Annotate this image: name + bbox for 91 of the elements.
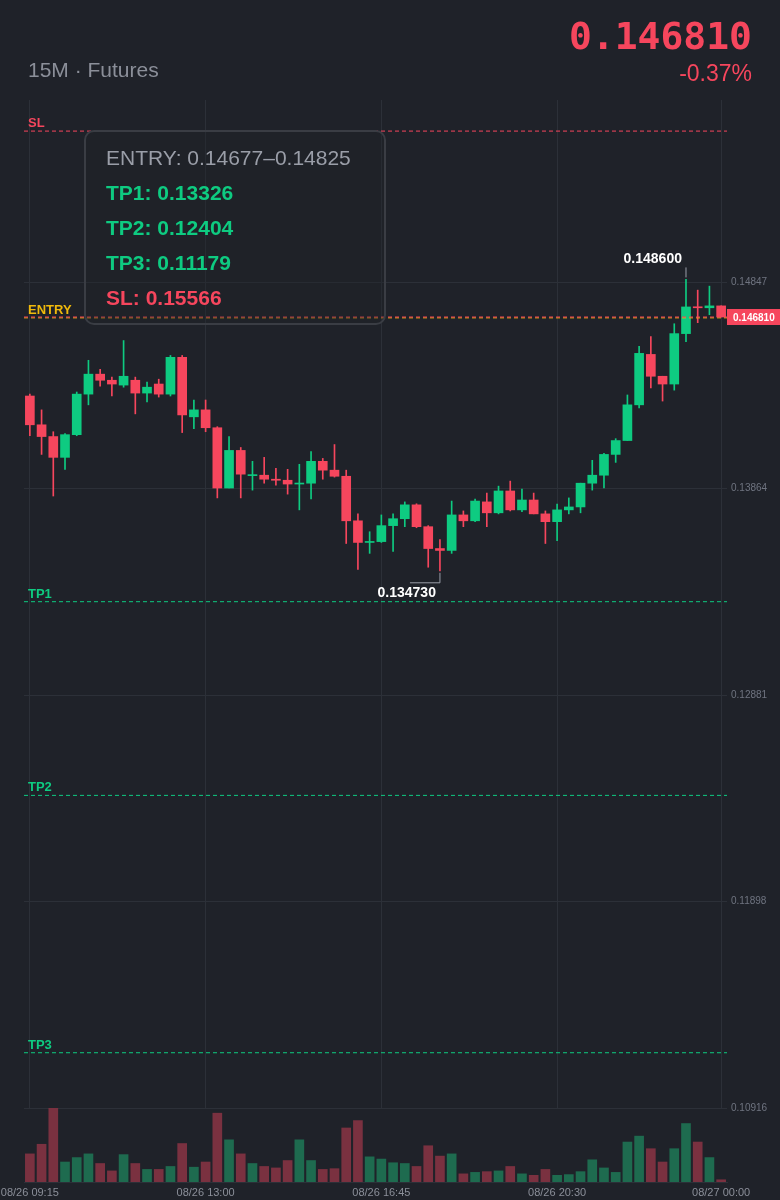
y-tick-label: 0.14847 [731,275,768,287]
bar [306,1160,316,1182]
bar [704,1157,715,1182]
bar [399,1163,410,1182]
bar [505,1166,516,1182]
bar [60,1161,70,1182]
bar [353,1120,363,1182]
bar [189,1166,199,1182]
text: 0.146810 [733,311,776,323]
bar [235,1153,246,1182]
candlestick [435,539,445,572]
annotation: TP3: 0.11179 [106,250,232,276]
bar [247,1163,258,1182]
x-tick-label: 08/27 00:00 [692,1185,751,1198]
bar [610,1172,621,1182]
annotation: TP2: 0.12404 [106,215,235,241]
bar [212,1112,223,1182]
bar [411,1166,422,1182]
text: -0.37% [679,60,752,87]
y-tick-label: 0.13864 [731,482,768,494]
candlestick [259,457,270,484]
annotation: 0.148600 [623,250,683,267]
bar [165,1166,176,1182]
x-tick-label: 08/26 09:15 [0,1185,59,1198]
bar [271,1167,281,1182]
bar [646,1148,656,1182]
bar [294,1139,305,1182]
bar [130,1163,141,1182]
candlestick [271,467,281,486]
ref-line-label: TP2 [28,779,52,795]
bar [564,1174,574,1182]
y-tick-label: 0.10916 [731,1101,768,1113]
bar [341,1127,352,1182]
candlestick [189,399,199,430]
bar [317,1169,328,1182]
bar [177,1143,188,1182]
ref-line-label: ENTRY [28,301,72,317]
bar [224,1139,234,1182]
bar [282,1160,293,1182]
x-tick-label: 08/26 16:45 [352,1185,411,1198]
chart-subtitle: 15M · Futures [28,58,159,82]
bar [470,1172,480,1182]
annotation: ENTRY: 0.14677–0.14825 [106,145,352,171]
bar [669,1148,680,1182]
ref-line-label: SL [28,115,45,131]
bar [528,1175,539,1182]
bar [435,1155,445,1182]
text: 0.146810 [568,14,752,58]
ref-line-label: TP1 [28,585,52,601]
y-tick-label: 0.12881 [731,688,768,700]
bar [71,1157,82,1182]
bar [493,1170,504,1182]
bar [634,1135,644,1182]
bar [657,1161,668,1182]
bar [517,1173,527,1182]
bar [83,1153,94,1182]
bar [48,1108,59,1182]
bar [599,1167,609,1182]
x-tick-label: 08/26 13:00 [176,1185,235,1198]
bar [200,1161,211,1182]
bar [388,1162,398,1182]
bar [481,1171,492,1182]
bar [142,1169,152,1182]
bar [107,1170,117,1182]
candlestick [388,513,398,552]
bar [540,1169,551,1182]
annotation: SL: 0.15566 [106,285,223,311]
bar [552,1175,562,1182]
bar [575,1171,586,1182]
bar [692,1141,703,1182]
annotation: 0.134730 [377,583,437,600]
bar [622,1141,633,1182]
bar [423,1145,434,1182]
bar [716,1179,726,1182]
bar [36,1143,47,1182]
bar [153,1169,164,1182]
y-tick-label: 0.11898 [731,895,767,907]
bar [364,1156,375,1182]
annotation: TP1: 0.13326 [106,180,235,206]
bar [376,1158,387,1182]
bar [118,1154,129,1182]
x-tick-label: 08/26 20:30 [528,1185,587,1198]
bar [259,1166,270,1182]
bar [329,1168,340,1182]
bar [587,1159,598,1182]
bar [446,1153,457,1182]
bar [25,1153,35,1182]
bar [95,1163,105,1182]
ref-line-label: TP3 [28,1036,52,1052]
candlestick [107,376,117,397]
bar [681,1123,691,1182]
